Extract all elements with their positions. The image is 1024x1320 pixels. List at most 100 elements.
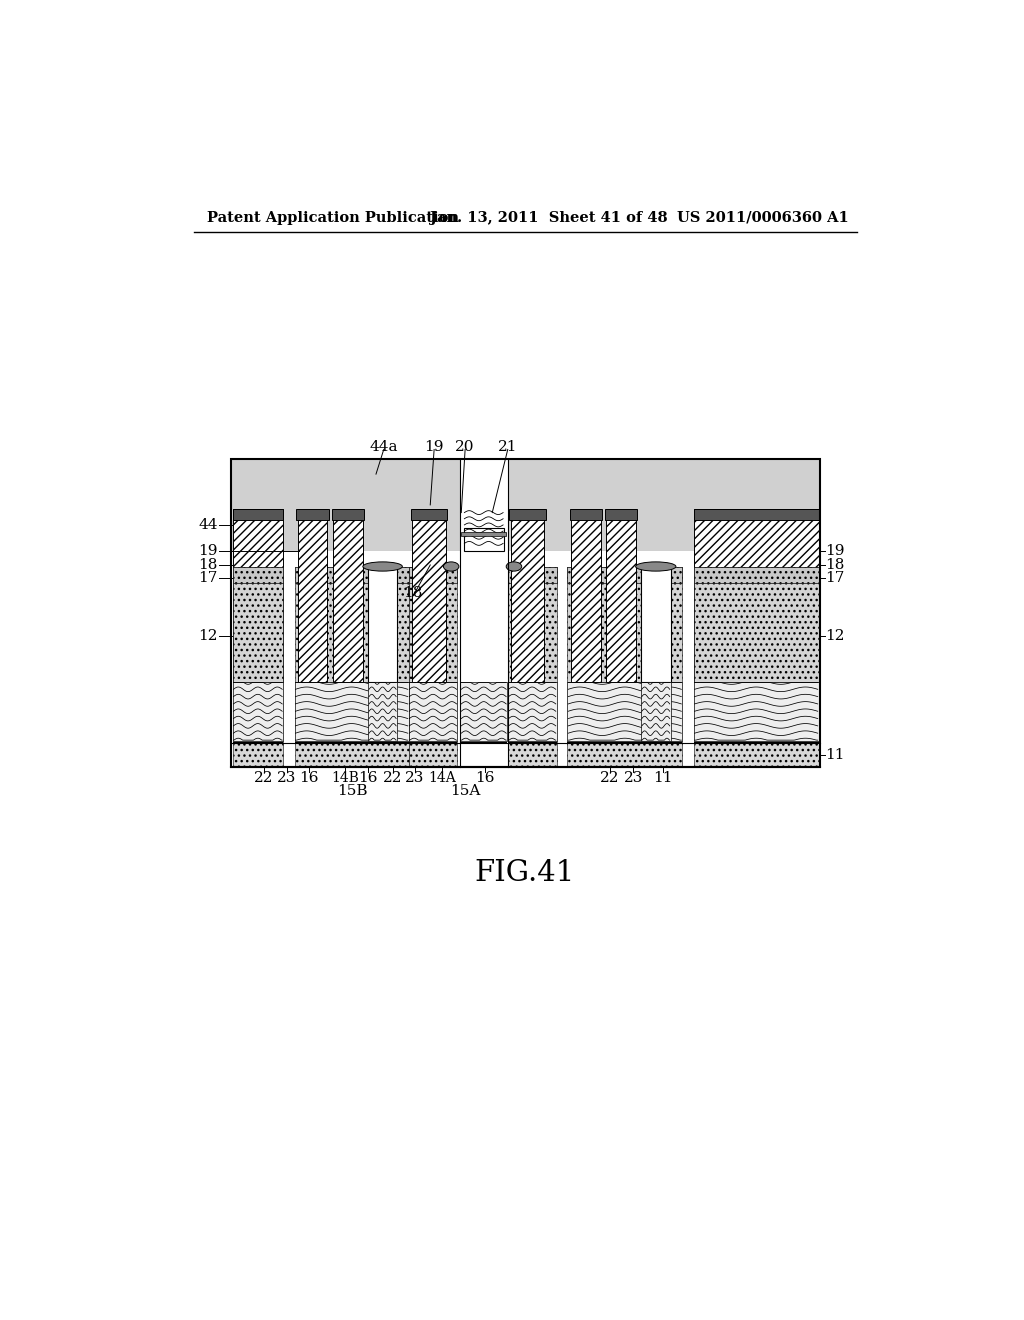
Bar bbox=[411, 508, 447, 520]
Bar bbox=[232, 742, 283, 743]
Bar bbox=[232, 741, 283, 767]
Text: 15A: 15A bbox=[450, 784, 480, 799]
Bar bbox=[369, 742, 397, 743]
Bar bbox=[567, 566, 682, 583]
Text: 19: 19 bbox=[424, 440, 443, 454]
Bar bbox=[508, 583, 557, 682]
Bar bbox=[508, 566, 557, 583]
Text: 22: 22 bbox=[600, 771, 620, 785]
Text: 19: 19 bbox=[825, 544, 845, 558]
Text: 14A: 14A bbox=[428, 771, 456, 785]
Bar bbox=[569, 508, 602, 520]
Bar bbox=[693, 583, 818, 682]
Text: 23: 23 bbox=[278, 771, 297, 785]
Ellipse shape bbox=[362, 562, 402, 572]
Bar bbox=[567, 682, 682, 741]
Bar bbox=[413, 508, 445, 682]
Bar bbox=[295, 566, 409, 583]
Bar bbox=[461, 742, 507, 743]
Text: 16: 16 bbox=[299, 771, 318, 785]
Bar bbox=[641, 682, 671, 741]
Bar bbox=[693, 741, 818, 767]
Bar bbox=[567, 741, 682, 767]
Bar bbox=[409, 682, 458, 741]
Bar bbox=[464, 528, 504, 552]
Bar bbox=[334, 508, 362, 682]
Bar bbox=[508, 741, 557, 767]
Bar bbox=[693, 566, 818, 583]
Bar bbox=[693, 742, 818, 743]
Bar bbox=[693, 682, 818, 741]
Text: 18: 18 bbox=[825, 558, 845, 572]
Text: 19: 19 bbox=[199, 544, 218, 558]
Bar bbox=[231, 459, 819, 552]
Text: Patent Application Publication: Patent Application Publication bbox=[207, 211, 459, 224]
Text: 22: 22 bbox=[254, 771, 273, 785]
Text: 23: 23 bbox=[624, 771, 643, 785]
Bar bbox=[369, 566, 397, 682]
Text: 21: 21 bbox=[498, 440, 517, 454]
Text: 14B: 14B bbox=[331, 771, 359, 785]
Text: 44: 44 bbox=[199, 517, 218, 532]
Bar bbox=[511, 508, 544, 682]
Bar bbox=[641, 742, 671, 743]
Bar bbox=[296, 508, 329, 520]
Text: 12: 12 bbox=[825, 628, 845, 643]
Ellipse shape bbox=[506, 562, 521, 572]
Text: 18: 18 bbox=[199, 558, 218, 572]
Bar bbox=[571, 508, 601, 682]
Text: 44a: 44a bbox=[370, 440, 398, 454]
Bar bbox=[606, 508, 636, 682]
Bar bbox=[295, 583, 409, 682]
Bar bbox=[369, 682, 397, 741]
Ellipse shape bbox=[636, 562, 676, 572]
Text: 15B: 15B bbox=[338, 784, 368, 799]
Bar bbox=[567, 566, 682, 582]
Bar bbox=[508, 742, 557, 743]
Bar bbox=[232, 566, 283, 582]
Bar bbox=[461, 682, 507, 741]
Bar bbox=[332, 508, 365, 520]
Bar bbox=[232, 682, 283, 741]
Bar bbox=[461, 532, 506, 536]
Text: 17: 17 bbox=[825, 572, 845, 585]
Text: 23: 23 bbox=[406, 771, 424, 785]
Bar bbox=[567, 583, 682, 682]
Bar bbox=[509, 508, 546, 520]
Text: 20: 20 bbox=[456, 440, 475, 454]
Bar bbox=[409, 741, 458, 767]
Bar bbox=[232, 508, 283, 520]
Bar bbox=[693, 508, 818, 682]
Bar bbox=[295, 742, 409, 743]
Bar bbox=[409, 742, 458, 743]
Text: 18: 18 bbox=[403, 586, 423, 601]
Bar bbox=[409, 566, 458, 582]
Text: US 2011/0006360 A1: US 2011/0006360 A1 bbox=[677, 211, 849, 224]
Bar bbox=[641, 566, 671, 682]
Ellipse shape bbox=[443, 562, 459, 572]
Text: Jan. 13, 2011  Sheet 41 of 48: Jan. 13, 2011 Sheet 41 of 48 bbox=[430, 211, 668, 224]
Bar bbox=[231, 459, 820, 767]
Bar bbox=[693, 566, 818, 582]
Text: 11: 11 bbox=[653, 771, 673, 785]
Bar bbox=[232, 583, 283, 682]
Text: 12: 12 bbox=[199, 628, 218, 643]
Bar bbox=[508, 566, 557, 582]
Bar bbox=[508, 682, 557, 741]
Text: 11: 11 bbox=[825, 748, 845, 762]
Text: FIG.41: FIG.41 bbox=[475, 859, 574, 887]
Text: 16: 16 bbox=[475, 771, 495, 785]
Bar bbox=[295, 741, 409, 767]
Bar bbox=[409, 566, 458, 583]
Bar bbox=[295, 682, 409, 741]
Bar bbox=[567, 742, 682, 743]
Text: 22: 22 bbox=[383, 771, 402, 785]
Bar bbox=[604, 508, 637, 520]
Bar bbox=[693, 508, 818, 520]
Text: 16: 16 bbox=[358, 771, 378, 785]
Text: 17: 17 bbox=[199, 572, 218, 585]
Bar bbox=[232, 508, 283, 682]
Bar bbox=[460, 459, 508, 767]
Bar bbox=[409, 583, 458, 682]
Bar bbox=[295, 566, 409, 582]
